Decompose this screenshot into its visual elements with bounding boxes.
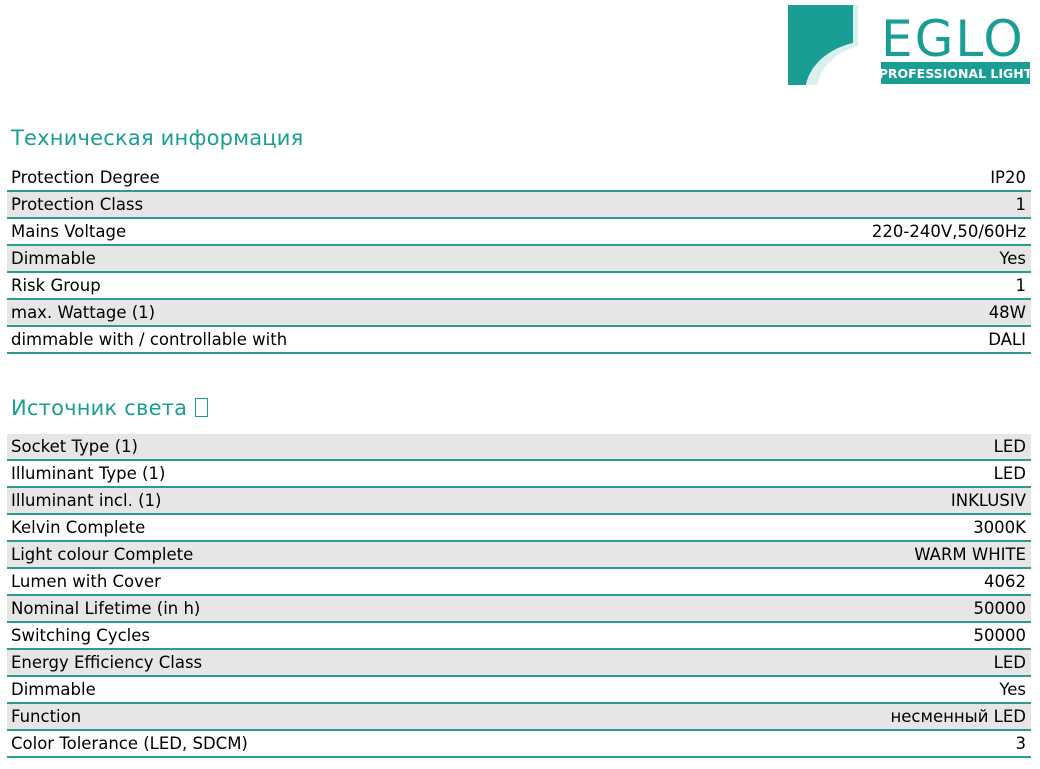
row-value: Yes: [999, 680, 1026, 699]
row-label: Protection Degree: [11, 168, 160, 187]
table-row: Protection Class 1: [7, 192, 1031, 219]
row-label: Switching Cycles: [11, 626, 151, 645]
row-label: dimmable with / controllable with: [11, 330, 288, 349]
row-value: IP20: [990, 168, 1026, 187]
row-label: Illuminant incl. (1): [11, 491, 162, 510]
row-value: 4062: [984, 572, 1026, 591]
row-label: Nominal Lifetime (in h): [11, 599, 201, 618]
table-row: Lumen with Cover 4062: [7, 569, 1031, 596]
row-label: Socket Type (1): [11, 437, 138, 456]
table-row: dimmable with / controllable with DALI: [7, 327, 1031, 354]
row-label: Illuminant Type (1): [11, 464, 166, 483]
table-row: Kelvin Complete 3000K: [7, 515, 1031, 542]
row-label: Risk Group: [11, 276, 101, 295]
section-title-light-source: Источник света: [11, 396, 209, 420]
table-row: Risk Group 1: [7, 273, 1031, 300]
table-row: max. Wattage (1) 48W: [7, 300, 1031, 327]
row-value: INKLUSIV: [950, 491, 1026, 510]
light-source-table: Socket Type (1) LED Illuminant Type (1) …: [7, 434, 1031, 758]
row-value: 1: [1015, 276, 1027, 295]
row-label: Color Tolerance (LED, SDCM): [11, 734, 248, 753]
row-label: max. Wattage (1): [11, 303, 156, 322]
row-value: несменный LED: [890, 707, 1026, 726]
row-label: Kelvin Complete: [11, 518, 146, 537]
table-row: Function несменный LED: [7, 704, 1031, 731]
row-label: Dimmable: [11, 680, 96, 699]
row-value: LED: [993, 437, 1026, 456]
table-row: Socket Type (1) LED: [7, 434, 1031, 461]
row-value: LED: [993, 464, 1026, 483]
row-label: Energy Efficiency Class: [11, 653, 203, 672]
table-row: Switching Cycles 50000: [7, 623, 1031, 650]
row-label: Mains Voltage: [11, 222, 127, 241]
table-row: Nominal Lifetime (in h) 50000: [7, 596, 1031, 623]
row-label: Function: [11, 707, 82, 726]
section-title-technical-info: Техническая информация: [11, 126, 304, 150]
row-value: Yes: [999, 249, 1026, 268]
section-title-text: Источник света: [11, 396, 195, 420]
row-value: 1: [1015, 195, 1027, 214]
row-value: 3: [1015, 734, 1027, 753]
technical-info-table: Protection Degree IP20 Protection Class …: [7, 165, 1031, 354]
table-row: Light colour Complete WARM WHITE: [7, 542, 1031, 569]
row-value: 50000: [973, 599, 1027, 618]
row-label: Protection Class: [11, 195, 144, 214]
table-row: Protection Degree IP20: [7, 165, 1031, 192]
table-row: Dimmable Yes: [7, 677, 1031, 704]
row-value: LED: [993, 653, 1026, 672]
brand-name: EGLO: [881, 10, 1025, 68]
eglo-logo: EGLO PROFESSIONAL LIGHT: [788, 5, 1032, 85]
light-bulb-icon: [195, 398, 209, 417]
row-label: Dimmable: [11, 249, 96, 268]
table-row: Illuminant incl. (1) INKLUSIV: [7, 488, 1031, 515]
row-value: WARM WHITE: [914, 545, 1026, 564]
table-row: Mains Voltage 220-240V,50/60Hz: [7, 219, 1031, 246]
row-label: Lumen with Cover: [11, 572, 161, 591]
brand-tagline: PROFESSIONAL LIGHT: [879, 66, 1032, 81]
table-row: Color Tolerance (LED, SDCM) 3: [7, 731, 1031, 758]
row-value: 48W: [988, 303, 1026, 322]
row-value: 3000K: [973, 518, 1026, 537]
row-label: Light colour Complete: [11, 545, 194, 564]
row-value: 50000: [973, 626, 1027, 645]
table-row: Dimmable Yes: [7, 246, 1031, 273]
table-row: Illuminant Type (1) LED: [7, 461, 1031, 488]
row-value: DALI: [988, 330, 1026, 349]
table-row: Energy Efficiency Class LED: [7, 650, 1031, 677]
row-value: 220-240V,50/60Hz: [871, 222, 1026, 241]
